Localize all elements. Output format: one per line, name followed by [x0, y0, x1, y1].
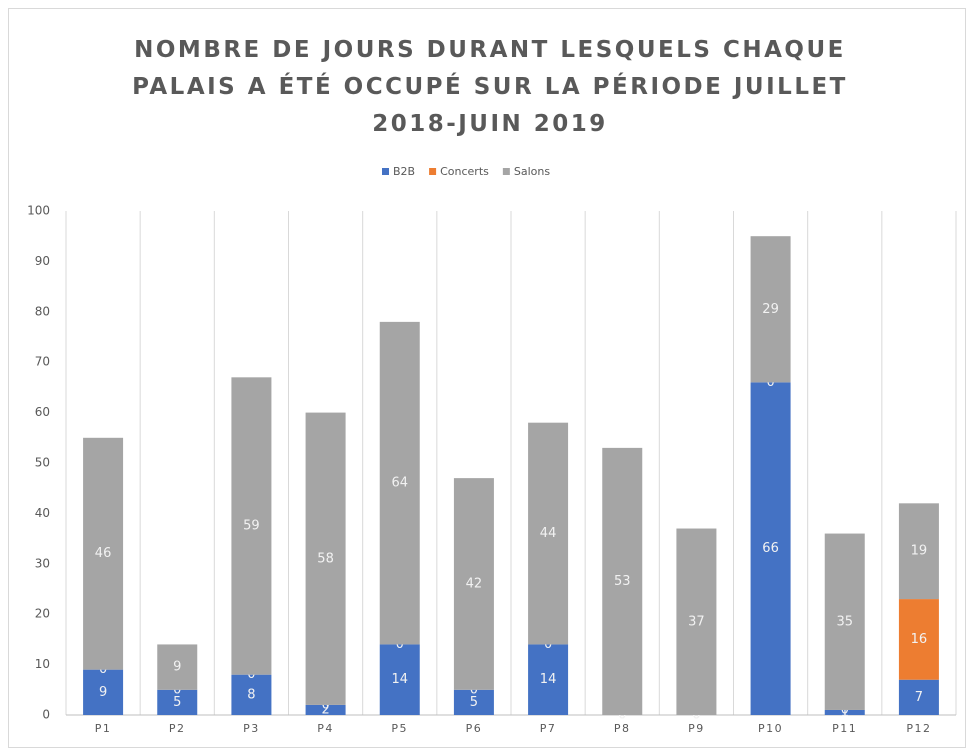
legend-swatch — [502, 168, 510, 175]
bar-segment — [379, 321, 420, 645]
bar-segment — [898, 679, 939, 715]
bar-segment — [602, 447, 643, 715]
legend-label: Salons — [514, 165, 550, 178]
data-label: 14 — [391, 672, 408, 687]
data-label: 64 — [391, 476, 408, 491]
bar-segment — [83, 669, 124, 715]
x-tick-label: P2 — [169, 722, 186, 735]
y-tick-label: 30 — [35, 556, 50, 570]
y-tick-label: 70 — [35, 355, 50, 369]
data-label: 44 — [540, 526, 557, 541]
x-tick-label: P1 — [95, 722, 112, 735]
data-label: 37 — [688, 614, 705, 629]
legend-swatch — [429, 168, 437, 175]
data-label: 8 — [247, 687, 255, 702]
y-tick-label: 100 — [27, 204, 50, 218]
data-label: 35 — [836, 614, 853, 629]
y-tick-label: 0 — [42, 708, 50, 722]
bar-segment — [453, 478, 494, 690]
bar-segment — [453, 689, 494, 715]
x-tick-label: P10 — [758, 722, 783, 735]
y-tick-label: 10 — [35, 657, 50, 671]
data-label: 29 — [762, 302, 779, 317]
bar-segment — [898, 599, 939, 680]
x-tick-label: P12 — [906, 722, 931, 735]
bar-segment — [379, 644, 420, 715]
bar-segment — [676, 528, 717, 715]
bar-segment — [305, 704, 346, 715]
data-label: 1 — [841, 705, 849, 720]
y-tick-label: 40 — [35, 506, 50, 520]
x-tick-label: P11 — [832, 722, 857, 735]
y-tick-label: 20 — [35, 607, 50, 621]
data-label: 58 — [317, 551, 334, 566]
legend-label: B2B — [393, 165, 415, 178]
data-label: 5 — [470, 695, 478, 710]
data-label: 2 — [321, 702, 329, 717]
data-label: 9 — [173, 660, 181, 675]
bar-segment — [750, 382, 791, 715]
legend-swatch — [382, 168, 389, 175]
data-label: 66 — [762, 541, 779, 556]
data-label: 7 — [915, 690, 923, 705]
data-label: 42 — [466, 576, 483, 591]
data-label: 14 — [540, 672, 557, 687]
bar-segment — [528, 644, 569, 715]
x-tick-label: P6 — [466, 722, 483, 735]
y-tick-label: 90 — [35, 254, 50, 268]
x-tick-label: P9 — [688, 722, 705, 735]
bar-segment — [157, 644, 198, 690]
data-label: 16 — [911, 632, 928, 647]
data-label: 0 — [841, 702, 849, 717]
bar-segment — [898, 503, 939, 600]
data-label: 19 — [911, 544, 928, 559]
bar-segment — [750, 236, 791, 383]
bar-segment — [231, 377, 272, 675]
bar-segment — [824, 533, 865, 710]
data-label: 53 — [614, 574, 631, 589]
bar-segment — [231, 674, 272, 715]
bar-segment — [305, 412, 346, 705]
bar-segment — [824, 709, 865, 715]
data-label: 59 — [243, 519, 260, 534]
bar-segment — [83, 437, 124, 670]
x-tick-label: P4 — [317, 722, 334, 735]
bar-segment — [157, 689, 198, 715]
data-label: 9 — [99, 685, 107, 700]
y-tick-label: 50 — [35, 456, 50, 470]
bar-segment — [528, 422, 569, 645]
y-tick-label: 80 — [35, 304, 50, 318]
data-label: 46 — [95, 546, 112, 561]
x-tick-label: P3 — [243, 722, 260, 735]
x-tick-label: P5 — [391, 722, 408, 735]
x-tick-label: P8 — [614, 722, 631, 735]
chart-title: NOMBRE DE JOURS DURANT LESQUELS CHAQUE P… — [132, 37, 848, 137]
y-tick-label: 60 — [35, 405, 50, 419]
x-tick-label: P7 — [540, 722, 557, 735]
legend-label: Concerts — [440, 165, 489, 178]
data-label: 5 — [173, 695, 181, 710]
chart-frame — [8, 8, 966, 748]
